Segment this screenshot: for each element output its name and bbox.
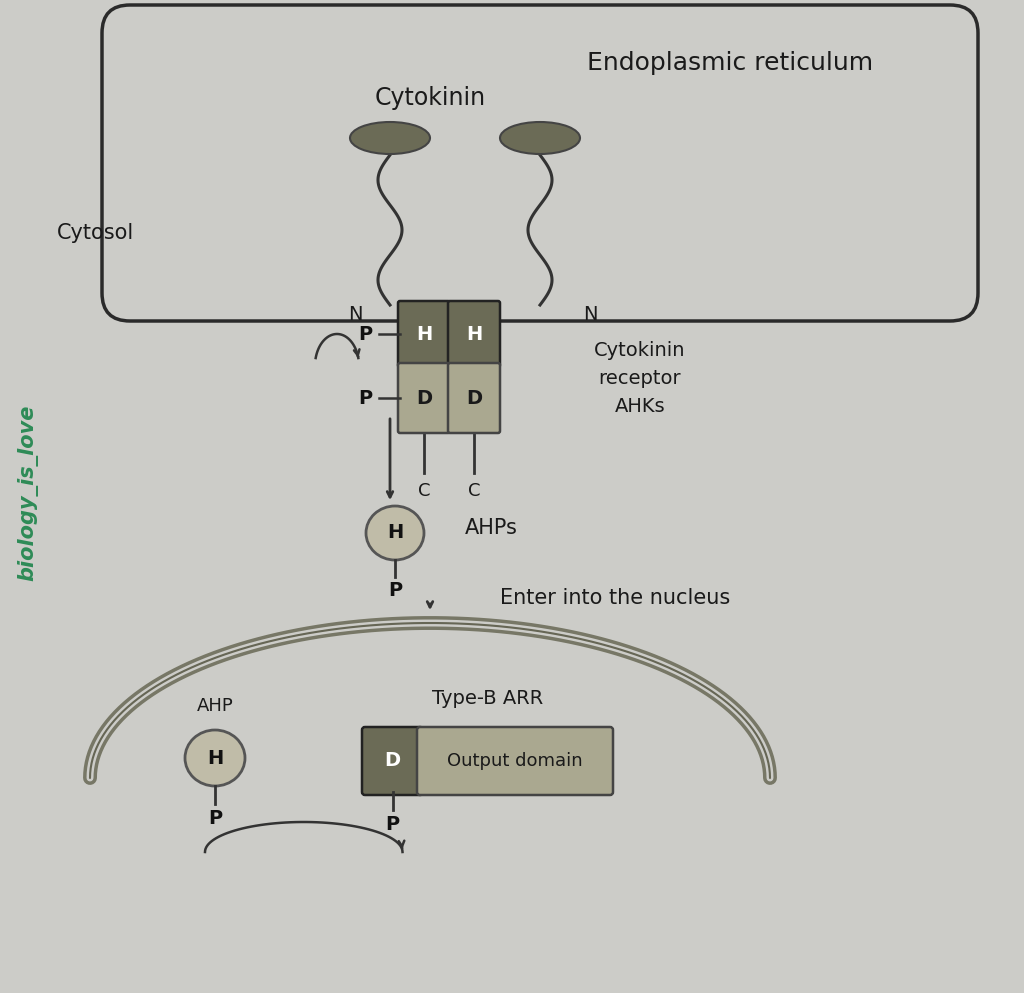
Text: C: C	[468, 482, 480, 500]
Ellipse shape	[500, 122, 580, 154]
Text: N: N	[348, 306, 362, 325]
Text: AHP: AHP	[197, 697, 233, 715]
Text: Cytokinin: Cytokinin	[375, 86, 485, 110]
Text: H: H	[207, 749, 223, 768]
Text: P: P	[358, 325, 372, 344]
FancyBboxPatch shape	[398, 301, 450, 367]
Text: C: C	[418, 482, 430, 500]
Ellipse shape	[185, 730, 245, 786]
Text: Enter into the nucleus: Enter into the nucleus	[500, 588, 730, 608]
Ellipse shape	[350, 122, 430, 154]
Text: D: D	[416, 388, 432, 407]
Text: Endoplasmic reticulum: Endoplasmic reticulum	[587, 51, 873, 75]
Text: H: H	[466, 325, 482, 344]
FancyBboxPatch shape	[417, 727, 613, 795]
Text: P: P	[208, 808, 222, 827]
Text: Output domain: Output domain	[447, 752, 583, 770]
Text: biology_is_love: biology_is_love	[17, 405, 39, 581]
Text: D: D	[466, 388, 482, 407]
Text: AHPs: AHPs	[465, 518, 518, 538]
Text: D: D	[384, 752, 400, 771]
Text: Cytosol: Cytosol	[56, 223, 133, 243]
FancyBboxPatch shape	[449, 363, 500, 433]
Text: H: H	[387, 523, 403, 542]
Text: P: P	[388, 582, 402, 601]
Text: Cytokinin
receptor
AHKs: Cytokinin receptor AHKs	[594, 341, 686, 415]
Text: P: P	[385, 814, 399, 833]
FancyBboxPatch shape	[362, 727, 423, 795]
Text: H: H	[416, 325, 432, 344]
Ellipse shape	[366, 506, 424, 560]
Text: P: P	[358, 388, 372, 407]
FancyBboxPatch shape	[398, 363, 450, 433]
Text: N: N	[583, 306, 597, 325]
FancyBboxPatch shape	[449, 301, 500, 367]
Text: Type-B ARR: Type-B ARR	[432, 689, 543, 708]
